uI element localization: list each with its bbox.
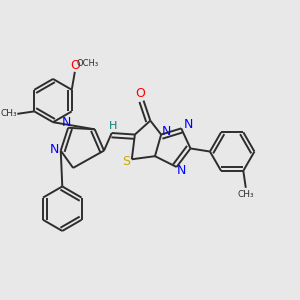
Text: N: N [162, 125, 171, 138]
Text: N: N [176, 164, 186, 177]
Text: O: O [70, 58, 80, 71]
Text: S: S [122, 155, 130, 168]
Text: N: N [49, 142, 58, 156]
Text: H: H [109, 121, 117, 131]
Text: OCH₃: OCH₃ [76, 59, 98, 68]
Text: O: O [135, 87, 145, 100]
Text: CH₃: CH₃ [0, 110, 17, 118]
Text: N: N [62, 116, 71, 129]
Text: N: N [183, 118, 193, 131]
Text: CH₃: CH₃ [238, 190, 254, 199]
